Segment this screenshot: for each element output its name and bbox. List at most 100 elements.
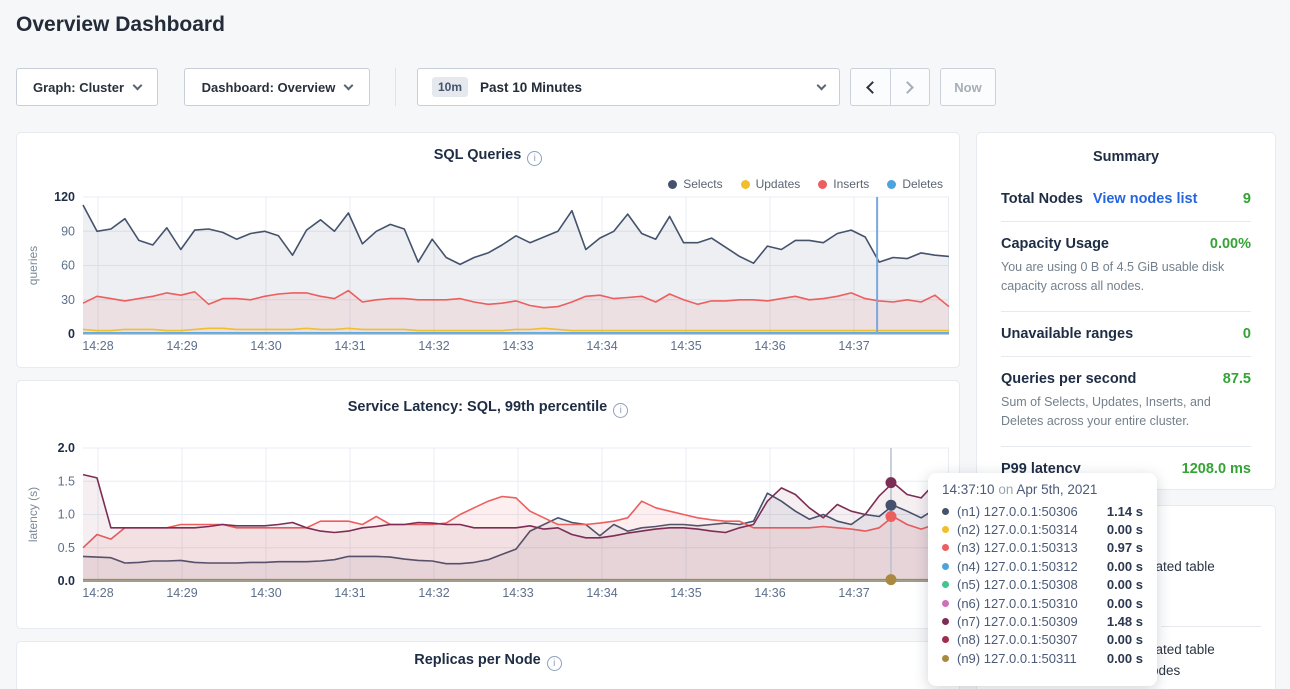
node-color-dot-icon [942,636,949,644]
service-latency-title: Service Latency: SQL, 99th percentile i [17,399,959,418]
time-range-badge: 10m [432,77,469,97]
x-tick-label: 14:28 [82,339,113,353]
x-tick-label: 14:34 [586,339,617,353]
graph-dropdown[interactable]: Graph: Cluster [16,68,158,106]
info-icon[interactable]: i [546,656,562,671]
now-button[interactable]: Now [940,68,996,106]
x-tick-label: 14:36 [754,586,785,600]
queries-per-second-value: 87.5 [1222,370,1251,387]
legend-dot-icon [887,179,897,189]
y-tick-label: 120 [54,190,75,204]
prev-time-button[interactable] [851,69,890,105]
y-tick-label: 30 [61,293,75,307]
tooltip-node-row: (n4) 127.0.0.1:50312 0.00 s [942,557,1143,575]
chart-hover-tooltip: 14:37:10 on Apr 5th, 2021 (n1) 127.0.0.1… [928,473,1157,686]
node-address: (n8) 127.0.0.1:50307 [957,632,1078,648]
node-address: (n5) 127.0.0.1:50308 [957,577,1078,593]
replicas-per-node-card: Replicas per Node i [16,641,960,689]
sql-queries-card: SQL Queries i Selects Updates Inserts Delete… [16,132,960,368]
capacity-usage-description: You are using 0 B of 4.5 GiB usable disk… [1001,260,1225,294]
node-address: (n2) 127.0.0.1:50314 [957,522,1078,538]
legend-item[interactable]: Inserts [818,177,869,191]
tooltip-node-row: (n9) 127.0.0.1:50311 0.00 s [942,649,1143,667]
x-tick-label: 14:30 [250,339,281,353]
legend-dot-icon [740,179,750,189]
unavailable-ranges-value: 0 [1242,325,1251,342]
legend-item[interactable]: Deletes [887,177,943,191]
divider [1001,355,1251,357]
unavailable-ranges-label: Unavailable ranges [1001,325,1134,342]
sql-queries-title: SQL Queries i [17,147,959,166]
x-tick-label: 14:32 [418,586,449,600]
node-latency-value: 0.00 s [1106,522,1143,538]
service-latency-chart[interactable]: 2.0 1.5 1.0 0.5 0.0 14:28 14:29 14:30 14:31 14:32… [17,437,961,609]
divider [1161,626,1261,627]
capacity-usage-label: Capacity Usage [1001,236,1109,252]
y-tick-label: 0.0 [58,574,75,588]
node-latency-value: 1.48 s [1106,614,1143,630]
node-address: (n3) 127.0.0.1:50313 [957,540,1078,556]
x-tick-label: 14:34 [586,586,617,600]
x-tick-label: 14:32 [418,339,449,353]
queries-per-second-description: Sum of Selects, Updates, Inserts, and De… [1001,394,1211,429]
dashboard-dropdown-label: Dashboard: Overview [201,79,336,95]
node-color-dot-icon [942,581,949,589]
legend-label: Selects [683,177,723,191]
chevron-down-icon [343,80,354,90]
sql-queries-chart[interactable]: 120 90 60 30 0 14:28 14:29 14:30 14:31 14:32 14:33… [17,185,961,361]
node-color-dot-icon [942,507,949,515]
summary-title: Summary [1092,149,1160,165]
chevron-right-icon [901,80,915,94]
tooltip-timestamp: 14:37:10 on Apr 5th, 2021 [942,482,1098,497]
tooltip-node-row: (n2) 127.0.0.1:50314 0.00 s [942,520,1143,538]
divider [1001,445,1251,447]
y-axis-label: latency (s) [26,487,40,542]
x-tick-label: 14:37 [838,339,869,353]
x-tick-label: 14:35 [670,339,701,353]
legend-item[interactable]: Selects [668,177,723,191]
next-time-button[interactable] [889,69,929,105]
node-color-dot-icon [942,654,949,662]
event-item-fragment[interactable]: eated table [1148,642,1215,657]
tooltip-node-row: (n8) 127.0.0.1:50307 0.00 s [942,631,1143,649]
node-color-dot-icon [942,526,949,534]
replicas-per-node-title: Replicas per Node i [17,652,959,671]
view-nodes-list-link[interactable]: View nodes list [1092,191,1198,207]
legend-dot-icon [818,179,828,189]
x-tick-label: 14:31 [334,339,365,353]
y-axis-label: queries [26,246,40,285]
graph-dropdown-label: Graph: Cluster [32,79,124,95]
event-item-fragment[interactable]: eated table [1148,559,1215,574]
node-color-dot-icon [942,618,949,626]
time-step-buttons [850,68,930,106]
sql-queries-legend: Selects Updates Inserts Deletes [668,177,943,191]
x-tick-label: 14:35 [670,586,701,600]
legend-item[interactable]: Updates [740,177,800,191]
x-tick-label: 14:37 [838,586,869,600]
node-latency-value: 0.00 s [1106,577,1143,593]
legend-label: Inserts [833,177,870,191]
chevron-down-icon [132,80,143,90]
time-range-selector[interactable]: 10m Past 10 Minutes [417,68,840,106]
info-icon[interactable]: i [613,403,629,418]
x-tick-label: 14:36 [754,339,785,353]
info-icon[interactable]: i [527,151,543,166]
x-tick-label: 14:29 [166,586,197,600]
node-address: (n4) 127.0.0.1:50312 [957,558,1078,574]
p99-latency-label: P99 latency [1001,460,1081,477]
tooltip-node-row: (n1) 127.0.0.1:50306 1.14 s [942,502,1143,520]
dashboard-dropdown[interactable]: Dashboard: Overview [184,68,370,106]
p99-latency-value: 1208.0 ms [1181,460,1251,477]
x-tick-label: 14:31 [334,586,365,600]
divider [1001,310,1251,312]
node-latency-value: 0.00 s [1106,632,1143,648]
event-item-fragment[interactable]: odes [1151,663,1181,678]
y-tick-label: 2.0 [58,441,75,455]
summary-panel: Summary Total Nodes View nodes list 9 Ca… [976,132,1276,490]
node-color-dot-icon [942,544,949,552]
node-latency-value: 0.00 s [1106,558,1143,574]
node-latency-value: 0.97 s [1106,540,1143,556]
y-tick-label: 0.5 [58,541,75,555]
node-latency-value: 0.00 s [1106,595,1143,611]
total-nodes-label: Total Nodes [1001,191,1083,207]
